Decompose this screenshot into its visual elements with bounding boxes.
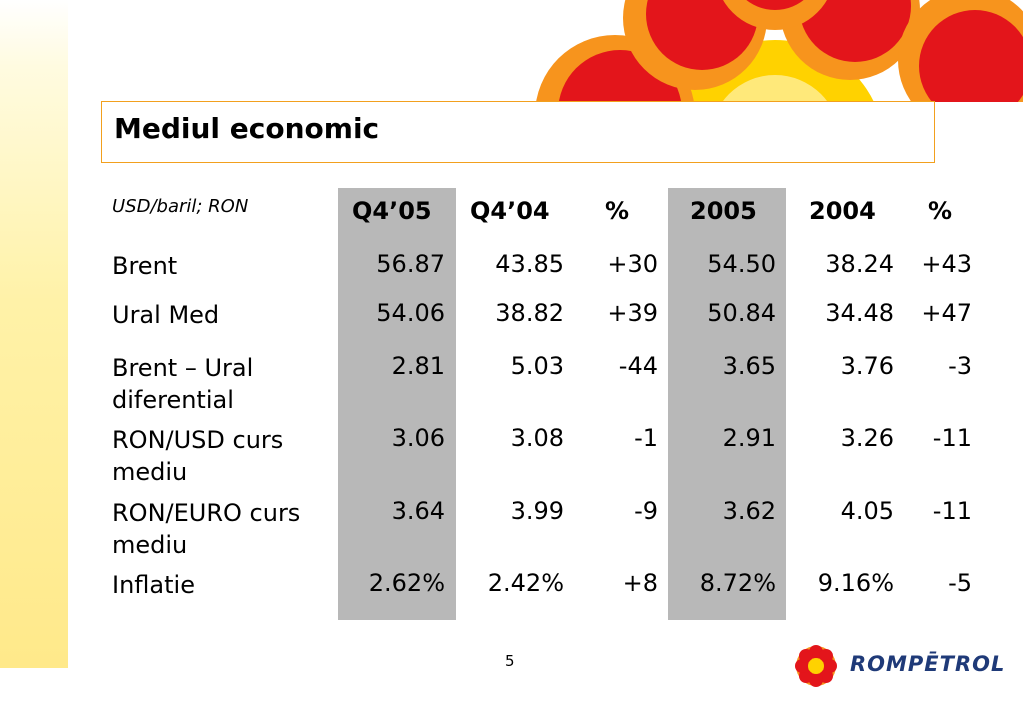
- sun-flower-icon: [795, 645, 837, 687]
- logo-text: ROMPĒTROL: [850, 652, 1006, 676]
- row-label-ron-usd: RON/USD curs mediu: [112, 426, 284, 486]
- row-label-brent-ural-diff: Brent – Ural diferential: [112, 354, 254, 414]
- row-label-inflatie: Inflatie: [112, 571, 195, 599]
- cell-roneur-2005: 3.62: [722, 497, 776, 525]
- left-decorative-bar: [0, 0, 68, 668]
- cell-brent-pct-q: +30: [607, 250, 658, 278]
- row-label-brent: Brent: [112, 252, 178, 280]
- units-label: USD/baril; RON: [112, 196, 249, 217]
- rompetrol-logo: ROMPĒTROL: [792, 642, 1012, 690]
- cell-brent-q4-05: 56.87: [376, 250, 445, 278]
- cell-ronusd-pct-q: -1: [634, 424, 658, 452]
- cell-diff-q4-04: 5.03: [510, 352, 564, 380]
- cell-infl-q4-05: 2.62%: [368, 569, 445, 597]
- cell-infl-2005: 8.72%: [699, 569, 776, 597]
- cell-ronusd-pct-y: -11: [932, 424, 972, 452]
- cell-ronusd-q4-05: 3.06: [391, 424, 445, 452]
- cell-brent-2005: 54.50: [707, 250, 776, 278]
- sun-decoration: [536, 0, 1023, 102]
- cell-infl-q4-04: 2.42%: [487, 569, 564, 597]
- row-label-ron-euro: RON/EURO curs mediu: [112, 499, 301, 559]
- page-number: 5: [505, 652, 515, 670]
- header-2004: 2004: [809, 197, 876, 225]
- cell-ural-q4-04: 38.82: [495, 299, 564, 327]
- cell-ural-q4-05: 54.06: [376, 299, 445, 327]
- q4-05-column-shading: [338, 188, 456, 620]
- cell-roneur-pct-q: -9: [634, 497, 658, 525]
- cell-roneur-q4-04: 3.99: [510, 497, 564, 525]
- header-q4-05: Q4’05: [352, 197, 432, 225]
- cell-roneur-pct-y: -11: [932, 497, 972, 525]
- 2005-column-shading: [668, 188, 786, 620]
- cell-roneur-q4-05: 3.64: [391, 497, 445, 525]
- cell-diff-pct-y: -3: [948, 352, 972, 380]
- cell-brent-pct-y: +43: [921, 250, 972, 278]
- header-2005: 2005: [690, 197, 757, 225]
- cell-ronusd-2004: 3.26: [840, 424, 894, 452]
- cell-brent-2004: 38.24: [825, 250, 894, 278]
- cell-ronusd-2005: 2.91: [722, 424, 776, 452]
- cell-brent-q4-04: 43.85: [495, 250, 564, 278]
- slide-title: Mediul economic: [114, 112, 380, 145]
- header-percent-y: %: [928, 197, 953, 225]
- cell-infl-pct-q: +8: [622, 569, 658, 597]
- row-label-ural-med: Ural Med: [112, 301, 220, 329]
- cell-ural-2004: 34.48: [825, 299, 894, 327]
- cell-diff-2005: 3.65: [722, 352, 776, 380]
- cell-infl-pct-y: -5: [948, 569, 972, 597]
- header-q4-04: Q4’04: [470, 197, 550, 225]
- title-box: Mediul economic: [101, 101, 935, 163]
- cell-diff-q4-05: 2.81: [391, 352, 445, 380]
- cell-infl-2004: 9.16%: [817, 569, 894, 597]
- cell-ronusd-q4-04: 3.08: [510, 424, 564, 452]
- header-percent-q: %: [605, 197, 630, 225]
- cell-roneur-2004: 4.05: [840, 497, 894, 525]
- cell-diff-pct-q: -44: [618, 352, 658, 380]
- cell-ural-pct-y: +47: [921, 299, 972, 327]
- cell-ural-2005: 50.84: [707, 299, 776, 327]
- cell-ural-pct-q: +39: [607, 299, 658, 327]
- cell-diff-2004: 3.76: [840, 352, 894, 380]
